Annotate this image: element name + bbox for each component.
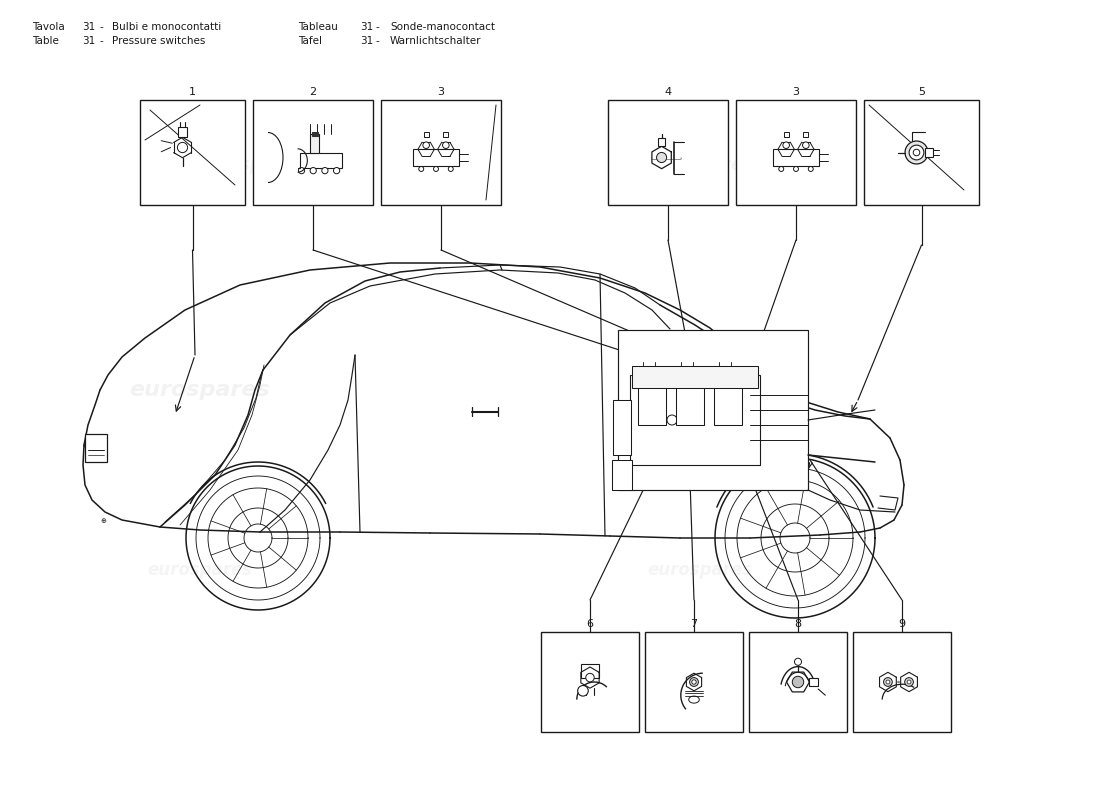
Circle shape: [803, 142, 810, 149]
Circle shape: [657, 153, 667, 162]
Circle shape: [904, 678, 913, 686]
Bar: [864, 100, 979, 205]
Bar: [299, 154, 342, 167]
Bar: [612, 460, 632, 490]
Bar: [381, 100, 500, 205]
Bar: [581, 664, 598, 678]
Text: ⊕: ⊕: [100, 518, 106, 524]
Circle shape: [909, 145, 924, 160]
Circle shape: [794, 658, 802, 666]
Bar: [736, 100, 856, 205]
Circle shape: [310, 167, 317, 174]
Circle shape: [908, 680, 911, 684]
Bar: [676, 375, 704, 425]
Text: 3: 3: [792, 87, 800, 97]
Circle shape: [886, 680, 890, 684]
Bar: [311, 132, 318, 136]
Text: 6: 6: [586, 619, 594, 629]
Text: -: -: [376, 36, 380, 46]
Bar: [253, 100, 373, 205]
Bar: [618, 330, 808, 490]
Bar: [541, 632, 639, 732]
Circle shape: [333, 167, 340, 174]
Text: 1: 1: [189, 87, 196, 97]
Circle shape: [442, 142, 449, 149]
Circle shape: [783, 142, 790, 149]
Circle shape: [449, 166, 453, 171]
Text: Table: Table: [32, 36, 59, 46]
Circle shape: [298, 167, 305, 174]
Text: -: -: [100, 22, 103, 32]
Text: 9: 9: [899, 619, 905, 629]
Circle shape: [578, 686, 588, 696]
Bar: [85, 434, 107, 462]
Bar: [443, 132, 449, 137]
Bar: [613, 400, 631, 455]
Bar: [749, 632, 847, 732]
Circle shape: [692, 680, 696, 684]
Text: eurospares: eurospares: [648, 561, 752, 579]
Circle shape: [905, 141, 928, 164]
Text: Sonde-manocontact: Sonde-manocontact: [390, 22, 495, 32]
Text: Pressure switches: Pressure switches: [112, 36, 206, 46]
Bar: [414, 150, 459, 166]
Text: 7: 7: [691, 619, 697, 629]
Circle shape: [322, 167, 328, 174]
Bar: [645, 632, 742, 732]
Text: -: -: [100, 36, 103, 46]
Bar: [810, 678, 818, 686]
Circle shape: [913, 150, 920, 156]
Bar: [783, 132, 789, 137]
Text: -: -: [376, 22, 380, 32]
Bar: [803, 132, 808, 137]
Circle shape: [433, 166, 439, 171]
Text: Warnlichtschalter: Warnlichtschalter: [390, 36, 482, 46]
Circle shape: [419, 166, 424, 171]
Circle shape: [808, 166, 813, 171]
Bar: [632, 366, 758, 388]
Text: 31: 31: [82, 36, 96, 46]
Bar: [773, 150, 818, 166]
Text: Bulbi e monocontatti: Bulbi e monocontatti: [112, 22, 221, 32]
Text: eurospares: eurospares: [147, 561, 253, 579]
Text: Tafel: Tafel: [298, 36, 322, 46]
Bar: [659, 138, 664, 146]
Text: 8: 8: [794, 619, 802, 629]
Bar: [925, 147, 933, 158]
Text: 31: 31: [360, 22, 373, 32]
Text: 3: 3: [438, 87, 444, 97]
Circle shape: [883, 678, 892, 686]
Text: 4: 4: [664, 87, 672, 97]
Circle shape: [792, 676, 804, 688]
Circle shape: [586, 674, 594, 682]
Text: 31: 31: [82, 22, 96, 32]
Bar: [140, 100, 245, 205]
Bar: [852, 632, 952, 732]
Text: Tableau: Tableau: [298, 22, 338, 32]
Text: 2: 2: [309, 87, 317, 97]
Text: 5: 5: [918, 87, 925, 97]
Bar: [638, 375, 666, 425]
Text: eurospares: eurospares: [130, 380, 271, 400]
Bar: [424, 132, 429, 137]
Circle shape: [690, 678, 698, 686]
Bar: [714, 375, 742, 425]
Text: eurospares: eurospares: [648, 156, 752, 174]
Bar: [310, 134, 319, 154]
Text: eurospares: eurospares: [197, 156, 303, 174]
Text: Tavola: Tavola: [32, 22, 65, 32]
Bar: [630, 375, 760, 465]
Text: 31: 31: [360, 36, 373, 46]
Bar: [608, 100, 728, 205]
Circle shape: [793, 166, 799, 171]
Circle shape: [779, 166, 783, 171]
Circle shape: [667, 415, 676, 425]
Circle shape: [177, 142, 188, 153]
Circle shape: [422, 142, 429, 149]
Bar: [178, 127, 187, 138]
Text: eurospares: eurospares: [619, 400, 760, 420]
